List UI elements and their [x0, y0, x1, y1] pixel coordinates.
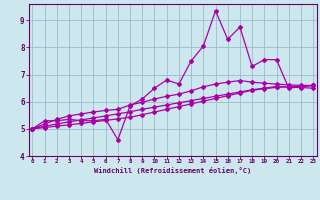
X-axis label: Windchill (Refroidissement éolien,°C): Windchill (Refroidissement éolien,°C)	[94, 167, 252, 174]
